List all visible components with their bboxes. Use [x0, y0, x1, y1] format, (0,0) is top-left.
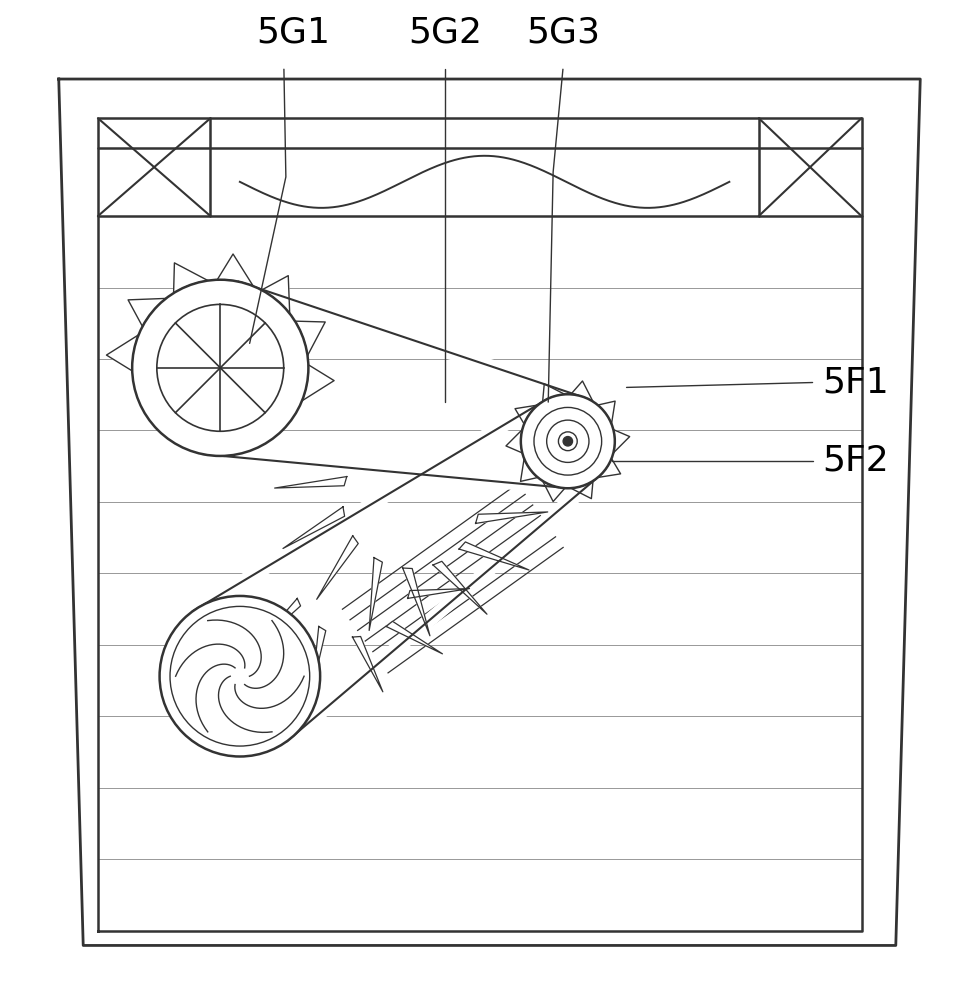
Polygon shape	[407, 589, 469, 598]
Polygon shape	[352, 636, 382, 692]
Circle shape	[132, 280, 308, 456]
Polygon shape	[402, 568, 429, 636]
Polygon shape	[283, 507, 344, 548]
Polygon shape	[312, 626, 326, 689]
Polygon shape	[385, 621, 442, 654]
Circle shape	[562, 437, 572, 446]
Text: 5F2: 5F2	[822, 444, 888, 478]
Circle shape	[520, 394, 614, 488]
Polygon shape	[514, 405, 537, 424]
Polygon shape	[570, 481, 593, 499]
Polygon shape	[520, 459, 537, 481]
Polygon shape	[173, 263, 207, 293]
Polygon shape	[598, 459, 620, 477]
Polygon shape	[317, 536, 358, 599]
Polygon shape	[432, 561, 486, 614]
Polygon shape	[128, 298, 166, 326]
Polygon shape	[107, 335, 139, 371]
Text: 5G2: 5G2	[408, 16, 482, 50]
Polygon shape	[459, 542, 528, 570]
Circle shape	[159, 596, 320, 756]
Text: 5F1: 5F1	[822, 366, 888, 400]
Polygon shape	[612, 430, 629, 453]
Polygon shape	[294, 321, 325, 356]
Text: 5G3: 5G3	[525, 16, 600, 50]
Polygon shape	[369, 558, 382, 630]
Polygon shape	[506, 430, 522, 453]
Polygon shape	[261, 276, 289, 314]
Polygon shape	[570, 381, 593, 402]
Polygon shape	[275, 477, 346, 488]
Text: 5G1: 5G1	[256, 16, 331, 50]
Polygon shape	[217, 254, 253, 286]
Polygon shape	[542, 384, 564, 402]
Polygon shape	[256, 598, 300, 646]
Polygon shape	[301, 365, 333, 401]
Polygon shape	[475, 512, 547, 523]
Polygon shape	[598, 401, 614, 424]
Polygon shape	[542, 481, 564, 502]
